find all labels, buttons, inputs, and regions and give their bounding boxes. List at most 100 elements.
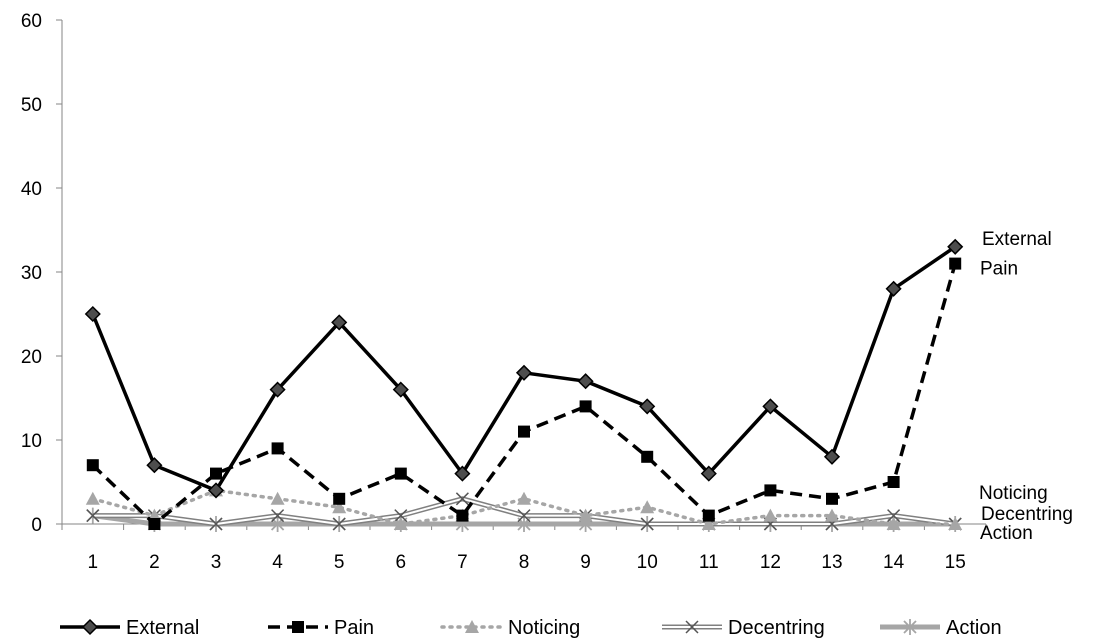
data-point-triangle (578, 508, 593, 522)
x-tick-label: 15 (945, 552, 966, 573)
x-tick-label: 6 (396, 552, 407, 573)
data-point-square (641, 450, 654, 463)
data-point-diamond (639, 398, 656, 415)
data-point-triangle (825, 508, 839, 522)
data-point-square (292, 621, 304, 633)
data-point-diamond (146, 457, 163, 474)
legend-label: Decentring (728, 617, 825, 639)
data-point-square (456, 509, 469, 522)
x-tick-label: 4 (272, 552, 283, 573)
data-point-x (517, 509, 531, 523)
data-point-square (887, 476, 900, 488)
data-point-square (579, 400, 592, 413)
data-point-x (332, 517, 346, 531)
data-point-diamond (331, 314, 348, 331)
legend-label: Pain (334, 617, 374, 639)
end-label-action: Action (980, 523, 1033, 544)
series-line (91, 263, 957, 526)
x-tick-label: 9 (580, 552, 591, 573)
data-point-asterisk (903, 619, 917, 635)
data-point-diamond (885, 280, 902, 297)
data-point-triangle (393, 517, 408, 530)
data-point-diamond (515, 364, 533, 381)
x-tick-label: 11 (699, 552, 719, 573)
x-tick-label: 10 (637, 552, 658, 573)
y-tick-label: 30 (21, 263, 42, 284)
legend-label: Noticing (508, 617, 580, 639)
x-tick-label: 7 (457, 552, 468, 573)
series-noticing (85, 483, 963, 530)
y-tick-label: 10 (21, 431, 42, 452)
data-point-x (455, 492, 469, 506)
data-point-square (764, 484, 777, 497)
data-point-square (518, 425, 530, 438)
x-tick-label: 1 (88, 552, 99, 573)
data-point-triangle (701, 517, 716, 530)
data-point-triangle (332, 500, 347, 514)
series-pain (86, 257, 962, 530)
data-point-diamond (577, 373, 594, 390)
data-point-diamond (392, 381, 409, 398)
data-point-triangle (640, 500, 655, 514)
data-point-square (333, 492, 346, 505)
data-point-triangle (465, 620, 479, 633)
legend-label: External (126, 617, 199, 639)
legend-item-noticing: Noticing (440, 617, 580, 639)
data-point-x (394, 509, 408, 523)
x-tick-label: 8 (519, 552, 530, 573)
data-point-triangle (517, 491, 531, 505)
end-label-external: External (982, 229, 1052, 250)
x-tick-label: 14 (883, 552, 905, 573)
x-tick-label: 12 (760, 552, 781, 573)
x-tick-label: 3 (211, 552, 222, 573)
end-label-pain: Pain (980, 259, 1018, 280)
data-point-square (949, 257, 962, 270)
legend-label: Action (946, 617, 1002, 639)
data-point-diamond (700, 465, 717, 482)
legend-item-pain: Pain (268, 617, 374, 639)
legend-item-decentring: Decentring (662, 617, 825, 639)
data-point-square (826, 492, 838, 505)
data-point-x (209, 517, 223, 531)
data-point-x (887, 509, 901, 523)
data-point-x (271, 509, 285, 523)
data-point-square (394, 467, 407, 480)
data-point-square (86, 459, 99, 472)
data-point-diamond (207, 482, 225, 499)
data-point-diamond (823, 448, 841, 465)
data-point-diamond (84, 305, 101, 323)
data-point-diamond (762, 398, 779, 415)
data-point-square (210, 467, 222, 480)
legend-item-external: External (60, 617, 199, 639)
data-point-triangle (270, 491, 285, 505)
x-tick-label: 5 (334, 552, 345, 573)
y-tick-label: 60 (21, 11, 42, 32)
end-label-noticing: Noticing (979, 483, 1048, 504)
series-external (84, 238, 964, 499)
x-tick-label: 13 (821, 552, 842, 573)
y-tick-label: 40 (21, 179, 42, 200)
data-point-x (86, 509, 100, 523)
legend-item-action: Action (880, 617, 1002, 639)
y-tick-label: 20 (21, 347, 42, 368)
data-point-triangle (85, 491, 100, 505)
y-tick-label: 0 (31, 515, 42, 536)
data-point-diamond (269, 381, 286, 398)
legend: External Pain Noticing Decentring Action (60, 617, 1002, 639)
data-point-square (148, 518, 161, 530)
data-point-x (685, 620, 699, 634)
end-label-decentring: Decentring (981, 504, 1073, 525)
data-point-triangle (763, 508, 778, 522)
data-point-square (271, 442, 284, 455)
y-tick-label: 50 (21, 95, 42, 116)
data-point-diamond (81, 618, 99, 636)
data-point-x (640, 517, 654, 531)
data-point-square (702, 509, 715, 522)
data-point-triangle (948, 517, 963, 530)
x-tick-label: 2 (149, 552, 160, 573)
data-point-triangle (886, 517, 901, 530)
data-point-diamond (947, 238, 964, 255)
